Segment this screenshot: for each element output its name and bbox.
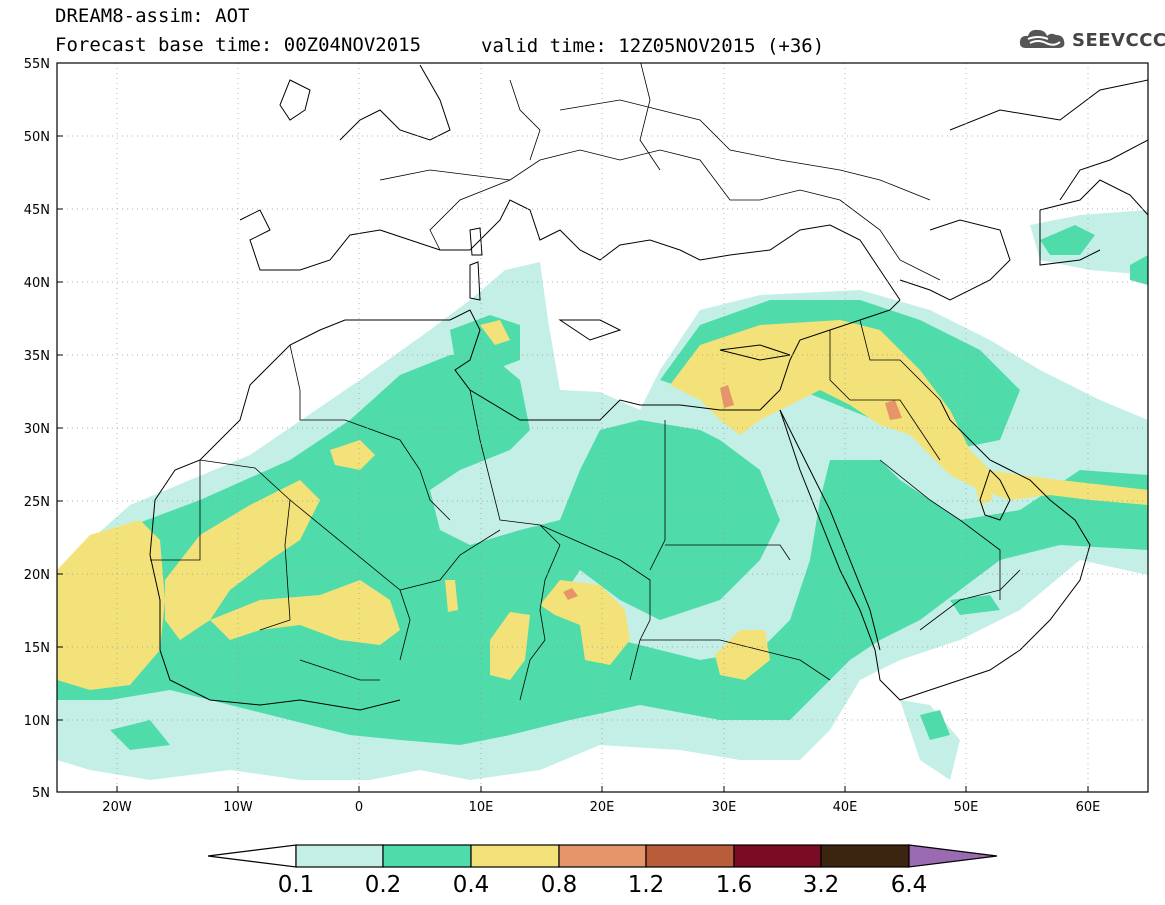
lon-label: 10E xyxy=(469,800,494,815)
forecast-base-time: Forecast base time: 00Z04NOV2015 xyxy=(55,34,422,56)
aot-field-04-08 xyxy=(57,320,1148,690)
lat-label: 5N xyxy=(32,786,50,801)
lat-label: 15N xyxy=(24,641,50,656)
colorbar-label: 0.8 xyxy=(541,872,578,898)
longitude-labels: 20W 10W 0 10E 20E 30E 40E 50E 60E xyxy=(102,800,1100,815)
colorbar xyxy=(207,844,998,868)
colorbar-label: 3.2 xyxy=(803,872,840,898)
lon-label: 50E xyxy=(954,800,979,815)
lat-label: 10N xyxy=(24,714,50,729)
colorbar-swatch xyxy=(645,844,735,868)
colorbar-swatch xyxy=(558,844,647,868)
lat-label: 25N xyxy=(24,495,50,510)
logo-text: SEEVCCC xyxy=(1072,30,1165,51)
graticule xyxy=(57,63,1148,792)
lat-label: 55N xyxy=(24,57,50,72)
colorbar-swatch xyxy=(382,844,472,868)
lat-label: 30N xyxy=(24,422,50,437)
lat-label: 45N xyxy=(24,203,50,218)
colorbar-under-arrow xyxy=(207,844,297,868)
seevccc-logo: SEEVCCC xyxy=(1018,26,1165,54)
lon-label: 20W xyxy=(102,800,132,815)
colorbar-label: 0.2 xyxy=(365,872,402,898)
map-title: DREAM8-assim: AOT xyxy=(55,5,250,27)
lat-label: 50N xyxy=(24,130,50,145)
colorbar-label: 1.6 xyxy=(716,872,753,898)
colorbar-over-arrow xyxy=(908,844,998,868)
colorbar-label: 0.4 xyxy=(453,872,490,898)
colorbar-label: 0.1 xyxy=(278,872,315,898)
aot-field-08-12 xyxy=(563,385,902,600)
colorbar-swatch xyxy=(295,844,384,868)
colorbar-swatch xyxy=(820,844,910,868)
axis-ticks xyxy=(57,62,1089,792)
colorbar-labels: 0.1 0.2 0.4 0.8 1.2 1.6 3.2 6.4 xyxy=(278,872,928,898)
lon-label: 0 xyxy=(355,800,363,815)
colorbar-swatch xyxy=(470,844,560,868)
colorbar-label: 6.4 xyxy=(891,872,928,898)
lat-label: 20N xyxy=(24,568,50,583)
lon-label: 10W xyxy=(223,800,253,815)
cloud-icon xyxy=(1019,29,1065,48)
lon-label: 20E xyxy=(590,800,615,815)
coastlines xyxy=(149,64,1148,711)
aot-fields xyxy=(57,210,1148,780)
country-borders xyxy=(150,63,1021,701)
lat-label: 40N xyxy=(24,276,50,291)
valid-time: valid time: 12Z05NOV2015 (+36) xyxy=(481,35,825,57)
lon-label: 60E xyxy=(1076,800,1101,815)
lon-label: 40E xyxy=(833,800,858,815)
colorbar-swatch xyxy=(733,844,822,868)
latitude-labels: 55N 50N 45N 40N 35N 30N 25N 20N 15N 10N … xyxy=(24,57,50,801)
colorbar-label: 1.2 xyxy=(628,872,665,898)
lat-label: 35N xyxy=(24,349,50,364)
lon-label: 30E xyxy=(712,800,737,815)
